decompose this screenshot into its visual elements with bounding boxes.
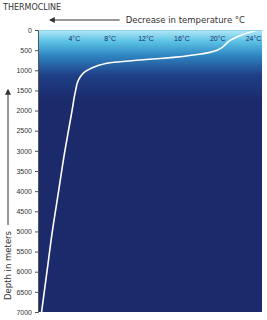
y-tick-mark [35,151,38,152]
y-tick: 500 [20,47,38,54]
y-tick: 2000 [16,107,38,114]
y-tick-label: 2500 [16,127,32,134]
y-tick: 2500 [16,127,38,134]
y-tick-label: 5000 [16,228,32,235]
y-tick-mark [35,312,38,313]
y-tick-label: 5500 [16,248,32,255]
x-tick-label: 24°C [246,35,262,42]
y-tick-mark [35,191,38,192]
y-tick-label: 6000 [16,268,32,275]
y-tick: 5500 [16,248,38,255]
y-tick-mark [35,131,38,132]
title: THERMOCLINE [2,3,61,12]
y-tick-mark [35,111,38,112]
x-tick: 4°C [68,30,80,42]
y-tick-label: 6500 [16,289,32,296]
y-axis: 0 500 1000 1500 2000 2500 3000 3500 4000 4500 5000… [16,27,38,316]
x-tick-label: 8°C [104,35,116,42]
y-tick-mark [35,211,38,212]
y-tick-label: 4000 [16,188,32,195]
y-tick-label: 7000 [16,309,32,316]
y-tick: 6000 [16,268,38,275]
x-tick: 12°C [138,30,154,42]
y-tick: 1500 [16,87,38,94]
y-tick: 3000 [16,148,38,155]
y-tick-label: 0 [28,27,32,34]
plot-area [42,30,258,312]
plot-background [38,30,262,312]
x-tick-label: 4°C [68,35,80,42]
x-axis-line [39,30,263,31]
y-tick-label: 500 [20,47,32,54]
y-tick-mark [35,70,38,71]
y-tick-mark [35,90,38,91]
y-arrow [8,90,9,225]
y-tick-label: 3000 [16,148,32,155]
chart: 4°C 8°C 12°C 16°C 20°C 24°C 0 500 1000 1500 2000 25… [0,0,267,320]
y-tick: 5000 [16,228,38,235]
y-tick: 3500 [16,168,38,175]
x-tick-label: 12°C [138,35,154,42]
y-tick-label: 1000 [16,67,32,74]
y-tick-mark [35,231,38,232]
y-tick-mark [35,30,38,31]
y-tick-mark [35,252,38,253]
y-tick-label: 1500 [16,87,32,94]
x-arrow [50,20,120,21]
y-tick: 1000 [16,67,38,74]
y-tick: 4000 [16,188,38,195]
y-tick-label: 2000 [16,107,32,114]
y-axis-title: Depth in meters [3,230,13,300]
y-tick-label: 4500 [16,208,32,215]
y-tick-mark [35,50,38,51]
x-axis-title: Decrease in temperature °C [126,15,245,25]
x-tick: 24°C [246,30,262,42]
y-tick: 6500 [16,289,38,296]
x-tick-label: 20°C [210,35,226,42]
y-tick: 4500 [16,208,38,215]
x-tick-label: 16°C [174,35,190,42]
y-tick-mark [35,272,38,273]
temperature-curve [42,30,258,312]
x-axis: 4°C 8°C 12°C 16°C 20°C 24°C [39,30,263,42]
y-tick-mark [35,171,38,172]
y-tick-mark [35,292,38,293]
y-tick: 0 [28,27,38,34]
x-tick: 20°C [210,30,226,42]
x-tick: 8°C [104,30,116,42]
y-tick: 7000 [16,309,38,316]
x-tick: 16°C [174,30,190,42]
y-axis-line [35,31,39,313]
y-tick-label: 3500 [16,168,32,175]
